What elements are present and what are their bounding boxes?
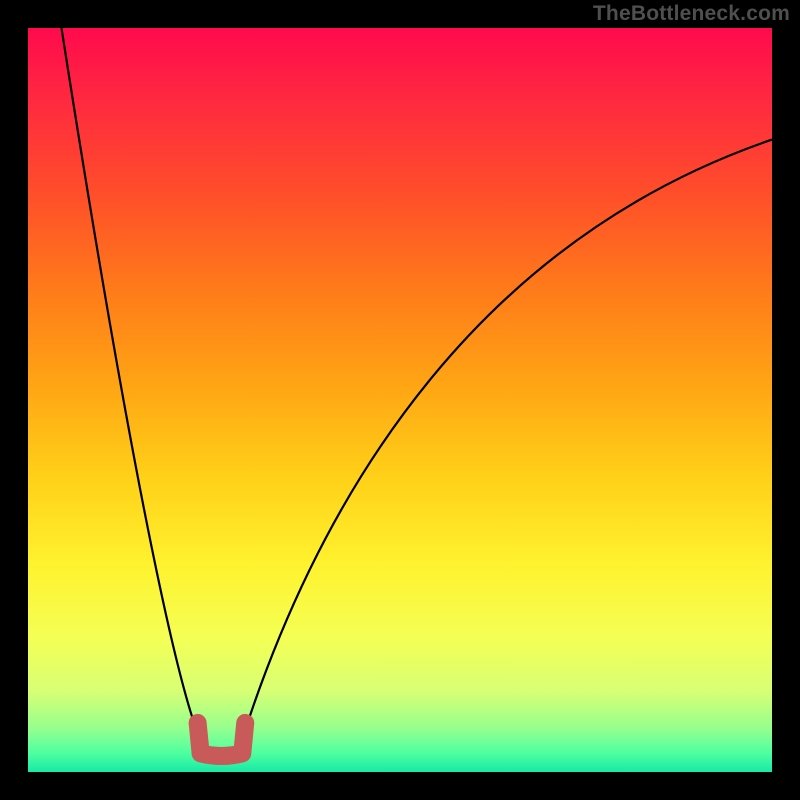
chart-container: TheBottleneck.com bbox=[0, 0, 800, 800]
dip-u-marker bbox=[198, 723, 246, 756]
watermark-text: TheBottleneck.com bbox=[593, 2, 790, 26]
right-curve bbox=[240, 140, 772, 746]
plot-area bbox=[28, 28, 772, 772]
left-curve bbox=[61, 28, 202, 746]
bottleneck-curves bbox=[28, 28, 772, 772]
